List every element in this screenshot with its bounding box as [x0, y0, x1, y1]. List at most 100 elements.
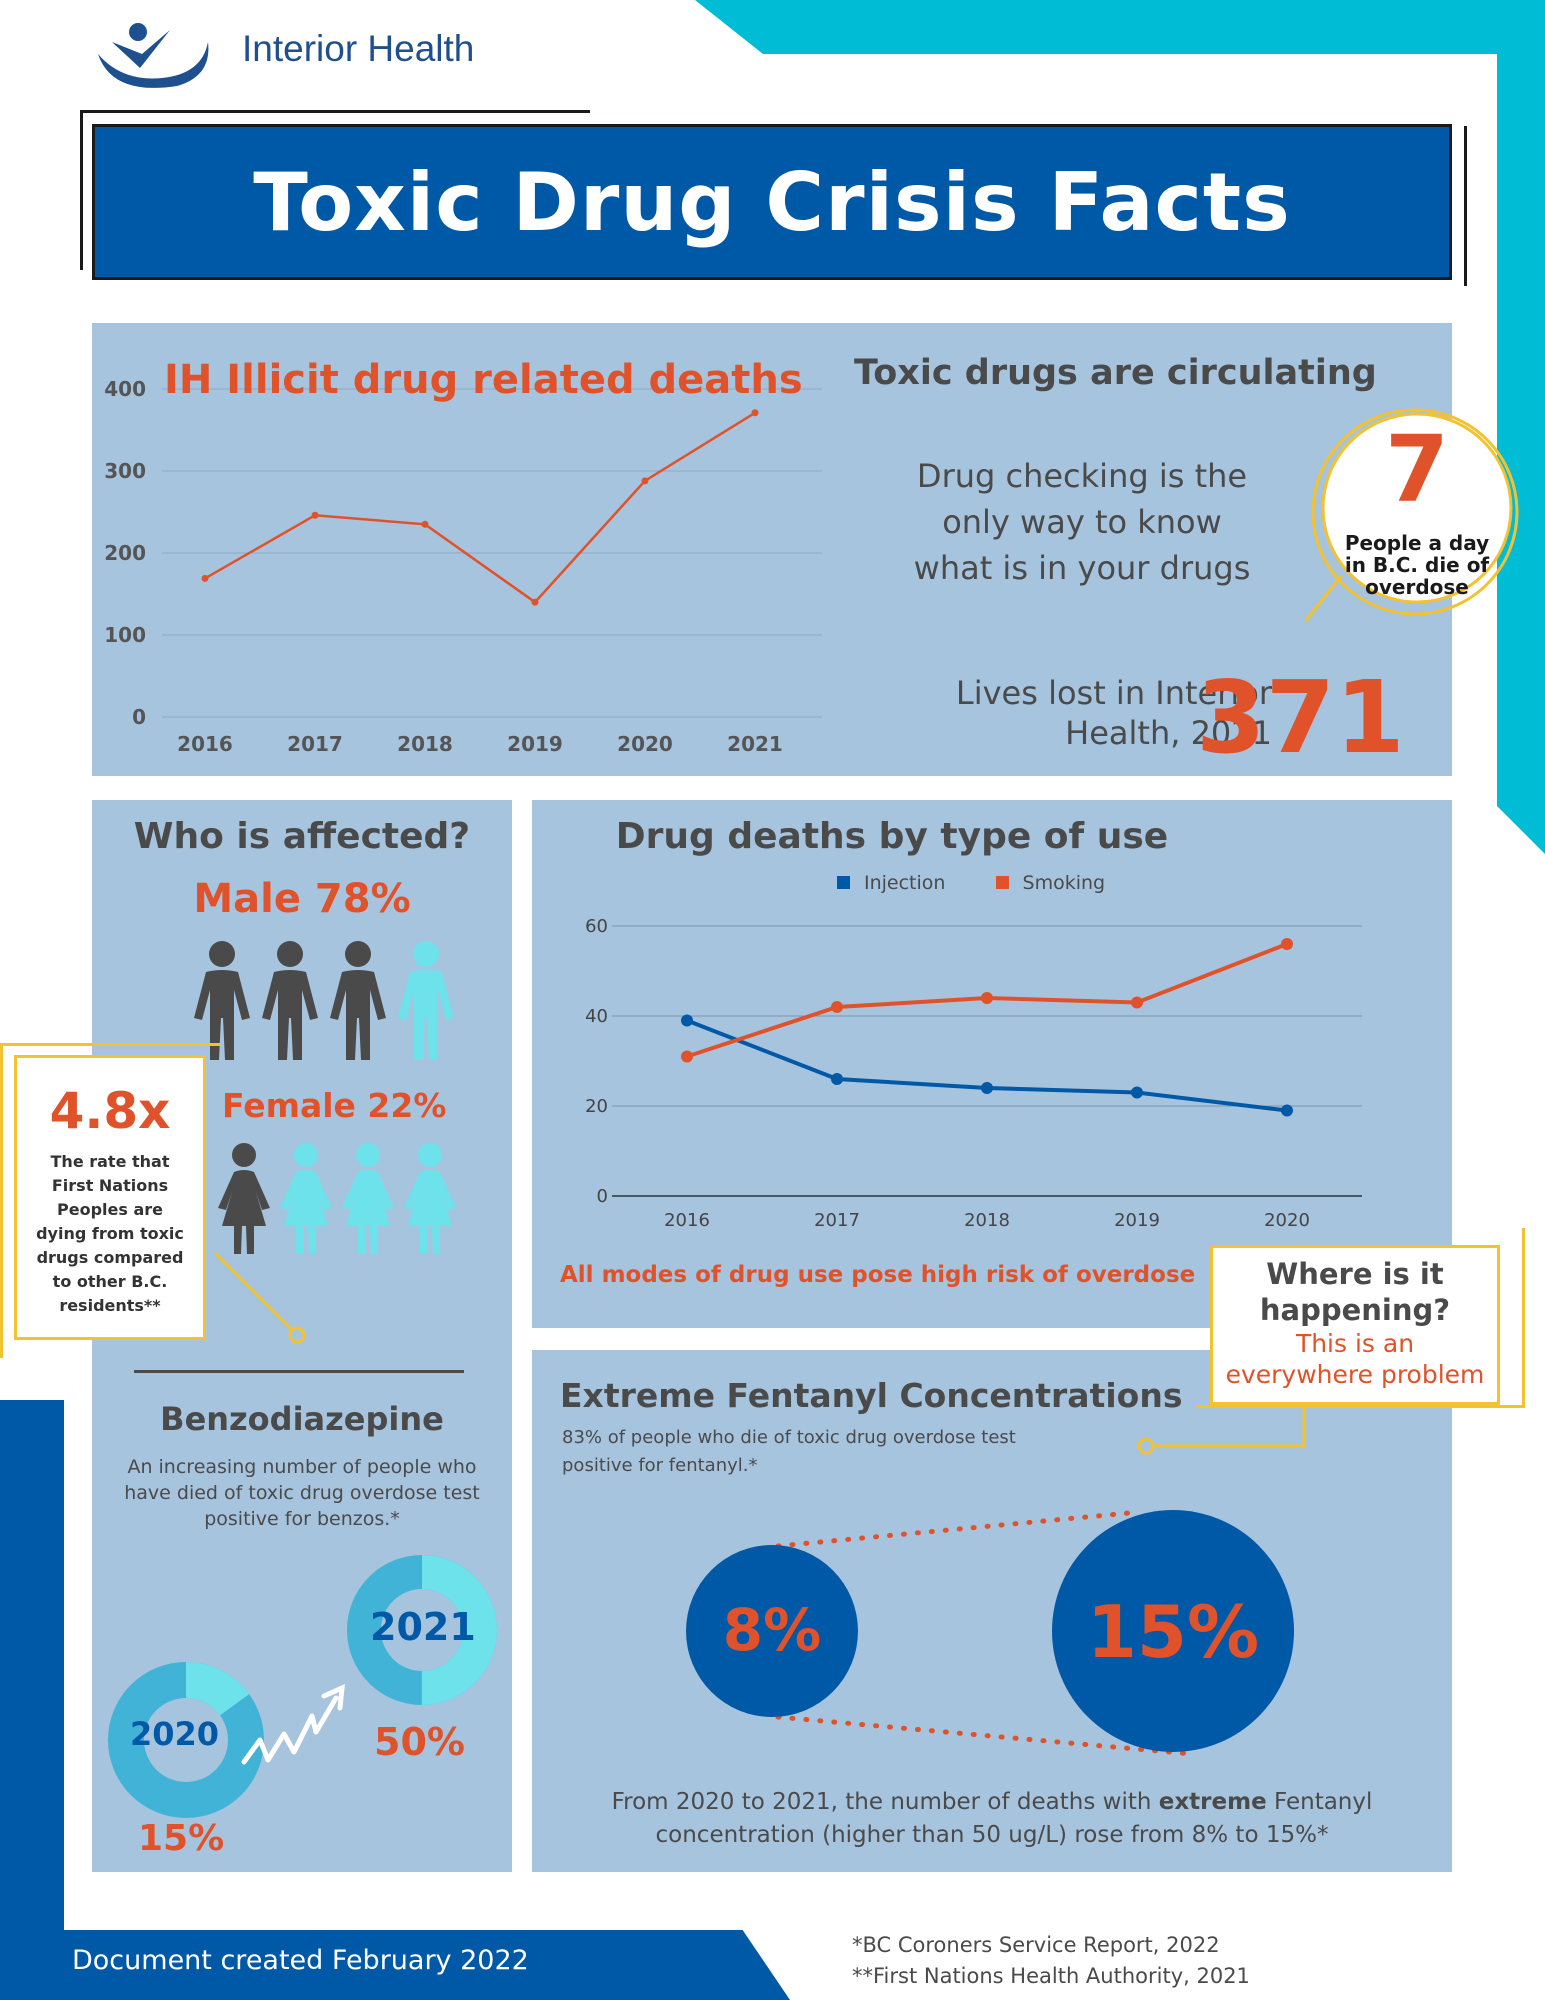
chart1-x-tick: 2020	[617, 732, 673, 756]
benzo-line: An increasing number of people who	[127, 1456, 477, 1478]
drug-checking-text: Drug checking is the only way to know wh…	[902, 453, 1262, 591]
chart2-x-tick: 2019	[1114, 1210, 1160, 1231]
where-connector	[1137, 1402, 1306, 1455]
fentanyl-heading: Extreme Fentanyl Concentrations	[560, 1376, 1183, 1415]
fentanyl-comparison	[686, 1509, 1294, 1757]
chart1-point	[201, 574, 209, 582]
chart2-annotation: All modes of drug use pose high risk of …	[560, 1262, 1196, 1288]
where-frame	[1195, 1228, 1525, 1408]
where-heading-line: Where is it	[1266, 1257, 1444, 1291]
chart1-y-tick: 400	[104, 377, 146, 401]
daily-deaths-ring	[1305, 408, 1519, 624]
drug-checking-line: only way to know	[942, 503, 1222, 541]
fn-line: drugs compared	[36, 1248, 184, 1267]
male-person-icon	[262, 941, 318, 1060]
chart2-point-injection	[1281, 1104, 1293, 1117]
fn-line: The rate that	[50, 1152, 170, 1171]
title-frame-right	[1464, 126, 1467, 286]
fentanyl-footer-line1: From 2020 to 2021, the number of deaths …	[532, 1786, 1452, 1819]
benzo-line: positive for benzos.*	[204, 1508, 400, 1530]
female-pictogram	[218, 1143, 456, 1254]
fentanyl-sub: 83% of people who die of toxic drug over…	[562, 1424, 1016, 1480]
fn-line: dying from toxic	[36, 1224, 184, 1243]
male-pictogram	[194, 941, 454, 1060]
lives-lost-label: Lives lost in Interior Health, 2021	[832, 673, 1272, 753]
fentanyl-footer: From 2020 to 2021, the number of deaths …	[532, 1786, 1452, 1852]
lives-lost-value: 371	[1196, 659, 1405, 776]
chart2-legend: Injection Smoking	[837, 872, 1105, 894]
section-divider	[134, 1370, 464, 1373]
drug-checking-line: what is in your drugs	[913, 549, 1251, 587]
who-heading: Who is affected?	[133, 816, 471, 857]
circulating-heading: Toxic drugs are circulating	[854, 353, 1377, 393]
chart1-title: IH Illicit drug related deaths	[164, 357, 803, 403]
fentanyl-sub-line: 83% of people who die of toxic drug over…	[562, 1427, 1016, 1448]
chart2-x-tick: 2016	[664, 1210, 710, 1231]
legend-swatch-smoking	[995, 876, 1009, 889]
fentanyl-circle-large	[1052, 1510, 1294, 1752]
chart1-series-line	[204, 411, 756, 604]
page-title: Toxic Drug Crisis Facts	[253, 155, 1291, 249]
fentanyl-large-pct: 15%	[1086, 1590, 1260, 1674]
chart1-point	[311, 511, 319, 519]
drug-checking-line: Drug checking is the	[916, 457, 1248, 495]
where-sub-line: everywhere problem	[1225, 1360, 1485, 1389]
logo: Interior Health	[92, 14, 492, 94]
donut-2021-pct: 50%	[374, 1720, 465, 1764]
decorative-bar-right	[1497, 54, 1545, 854]
sources: *BC Coroners Service Report, 2022 **Firs…	[852, 1930, 1250, 1992]
footer-emphasis: extreme	[1158, 1789, 1267, 1815]
male-person-icon	[194, 941, 250, 1060]
chart1-x-tick: 2018	[397, 732, 453, 756]
lives-lost-line: Lives lost in Interior	[955, 674, 1272, 712]
panel-type-of-use: Drug deaths by type of use Injection Smo…	[532, 800, 1452, 1328]
fn-line: residents**	[59, 1296, 161, 1315]
first-nations-box: 4.8x The rate that First Nations Peoples…	[14, 1055, 206, 1340]
footer-band	[0, 1930, 790, 2000]
chart2-line-injection	[686, 1018, 1288, 1113]
where-heading-line: happening?	[1259, 1293, 1451, 1327]
panel-who-affected: Who is affected? Male 78% Female 22% Ben…	[92, 800, 512, 1872]
chart1-y-tick: 300	[104, 459, 146, 483]
chart2-point-injection	[831, 1073, 843, 1085]
first-nations-connector	[213, 1251, 306, 1344]
interior-health-logo-icon	[98, 23, 209, 88]
female-person-icon	[342, 1143, 394, 1254]
chart2-point-smoking	[981, 992, 993, 1004]
legend-label-smoking: Smoking	[1022, 872, 1106, 894]
benzo-donut-charts	[108, 1555, 497, 1818]
chart2-title: Drug deaths by type of use	[615, 816, 1169, 857]
chart2-x-tick: 2017	[814, 1210, 860, 1231]
donut-2020	[108, 1662, 264, 1818]
benzo-heading: Benzodiazepine	[160, 1400, 444, 1438]
daily-line: in B.C. die of	[1344, 553, 1490, 577]
chart2-y-tick: 60	[585, 916, 608, 937]
where-sub: This is an everywhere problem	[1213, 1328, 1497, 1390]
chart2-point-smoking	[1131, 996, 1143, 1009]
chart2-point-injection	[1131, 1086, 1143, 1099]
chart1-point	[531, 598, 539, 606]
source-line: **First Nations Health Authority, 2021	[852, 1964, 1250, 1988]
document-created: Document created February 2022	[72, 1945, 529, 1976]
decorative-corner-top	[695, 0, 1545, 54]
chart1-x-tick: 2016	[177, 732, 233, 756]
donut-2021	[347, 1555, 497, 1705]
donut-2021-label: 2021	[370, 1605, 476, 1649]
first-nations-text: The rate that First Nations Peoples are …	[17, 1150, 203, 1318]
chart1-point	[751, 409, 759, 417]
title-banner: Toxic Drug Crisis Facts	[92, 124, 1452, 280]
female-label: Female 22%	[222, 1086, 447, 1125]
male-person-icon	[330, 941, 386, 1060]
chart2-x-tick: 2018	[964, 1210, 1010, 1231]
female-person-icon	[218, 1143, 270, 1254]
footer-text: Fentanyl	[1266, 1789, 1373, 1815]
fentanyl-footer-line2: concentration (higher than 50 ug/L) rose…	[655, 1822, 1329, 1848]
benzo-line: have died of toxic drug overdose test	[124, 1482, 480, 1504]
male-label: Male 78%	[193, 876, 411, 922]
chart2-x-tick: 2020	[1264, 1210, 1310, 1231]
title-frame-left	[80, 110, 83, 270]
daily-line: overdose	[1365, 575, 1469, 599]
where-heading: Where is it happening?	[1213, 1256, 1497, 1328]
chart2-point-injection	[981, 1082, 993, 1094]
male-person-icon	[398, 941, 454, 1060]
